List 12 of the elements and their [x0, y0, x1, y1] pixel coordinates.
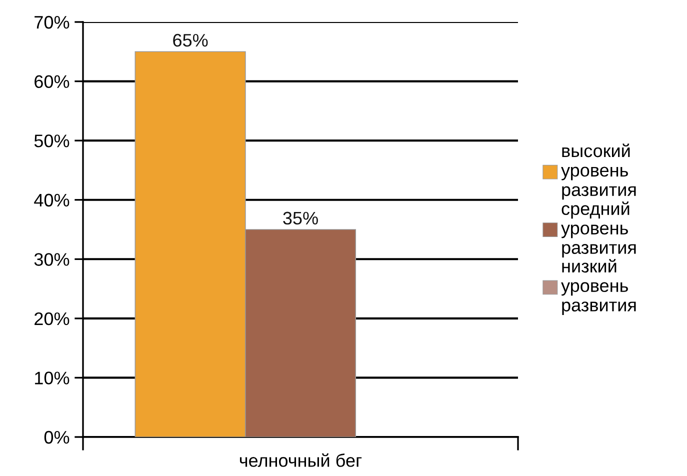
data-label: 65%	[173, 34, 208, 47]
y-tick-label: 70%	[34, 16, 70, 29]
y-tick-label: 40%	[34, 194, 70, 207]
y-tick-label: 60%	[34, 75, 70, 88]
y-tick-label: 50%	[34, 134, 70, 148]
x-tick-label: челночный бег	[240, 453, 362, 467]
y-tick-label: 10%	[35, 372, 70, 384]
legend-label: низкий уровень развития	[561, 259, 636, 316]
y-tick-label: 30%	[34, 253, 70, 266]
data-label: 35%	[283, 212, 318, 225]
y-tick-label: 20%	[34, 312, 70, 326]
y-tick-label: 0%	[44, 430, 70, 444]
